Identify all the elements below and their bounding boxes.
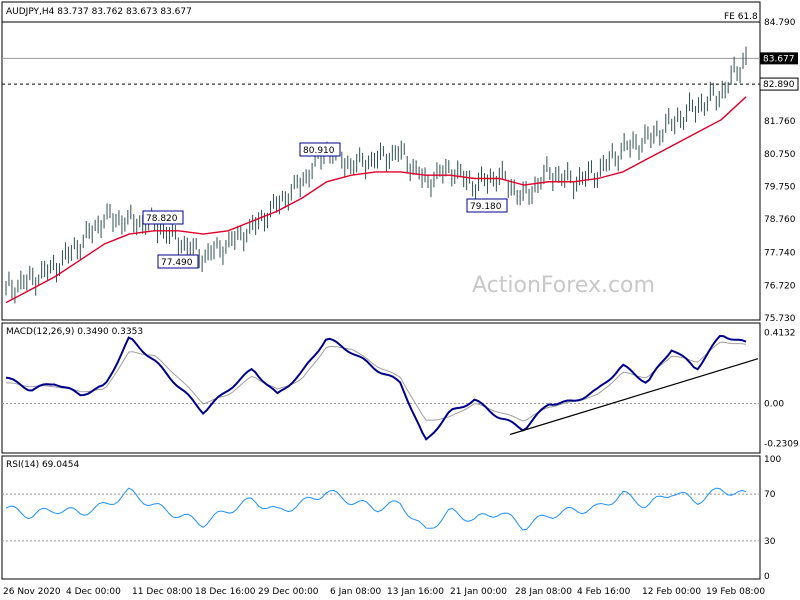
time-tick: 6 Jan 08:00 <box>330 587 382 597</box>
annotation-78820: 78.820 <box>142 210 184 225</box>
time-tick: 21 Jan 00:00 <box>450 587 507 597</box>
svg-text:78.820: 78.820 <box>146 214 178 224</box>
price-bars <box>5 46 747 304</box>
time-tick: 13 Jan 16:00 <box>387 587 444 597</box>
watermark: ActionForex.com <box>472 273 655 298</box>
time-tick: 11 Dec 08:00 <box>132 587 193 597</box>
svg-text:77.490: 77.490 <box>161 258 193 268</box>
price-tick: 81.760 <box>764 117 796 127</box>
time-axis: 26 Nov 2020 4 Dec 00:00 11 Dec 08:00 18 … <box>3 587 765 597</box>
macd-tick: 0.4132 <box>764 328 796 338</box>
moving-average-line <box>5 96 747 304</box>
price-axis: 84.790 83.677 82.890 81.760 80.750 79.75… <box>759 18 799 324</box>
time-tick: 28 Jan 08:00 <box>515 587 572 597</box>
fe-label: FE 61.8 <box>724 12 758 22</box>
macd-tick: 0.00 <box>764 400 784 410</box>
price-tick: 75.730 <box>764 314 796 324</box>
time-tick: 18 Dec 16:00 <box>195 587 256 597</box>
price-tick: 79.750 <box>764 183 796 193</box>
price-tick: 77.740 <box>764 248 796 258</box>
price-tick: 80.750 <box>764 150 796 160</box>
current-price-box <box>760 52 798 65</box>
macd-tick: -0.2309 <box>764 439 799 449</box>
current-price-label: 83.677 <box>763 54 795 64</box>
annotation-80910: 80.910 <box>299 142 341 157</box>
time-tick: 26 Nov 2020 <box>3 587 61 597</box>
price-tick: 78.760 <box>764 215 796 225</box>
svg-text:79.180: 79.180 <box>470 202 502 212</box>
price-tick: 84.790 <box>764 18 796 28</box>
annotation-79180: 79.180 <box>466 198 508 213</box>
time-tick: 29 Dec 00:00 <box>258 587 319 597</box>
dotted-level-label: 82.890 <box>763 80 795 90</box>
svg-text:80.910: 80.910 <box>303 146 335 156</box>
annotation-77490: 77.490 <box>157 254 199 269</box>
macd-signal-line <box>5 341 747 422</box>
price-tick: 76.720 <box>764 282 796 292</box>
time-tick: 4 Dec 00:00 <box>66 587 121 597</box>
macd-panel <box>1 322 761 454</box>
macd-trendline <box>509 358 759 436</box>
rsi-label: RSI(14) 69.0454 <box>6 460 79 470</box>
time-tick: 12 Feb 00:00 <box>642 587 701 597</box>
rsi-line <box>5 487 747 531</box>
price-panel <box>1 1 761 321</box>
macd-label: MACD(12,26,9) 0.3490 0.3353 <box>6 327 143 337</box>
macd-main-line <box>5 334 747 441</box>
rsi-tick: 30 <box>764 537 776 547</box>
time-tick: 4 Feb 16:00 <box>577 587 631 597</box>
time-tick: 19 Feb 08:00 <box>706 587 765 597</box>
rsi-tick: 70 <box>764 490 776 500</box>
rsi-panel <box>1 455 761 580</box>
rsi-tick: 100 <box>764 455 781 465</box>
rsi-tick: 0 <box>764 572 770 582</box>
dotted-level-box <box>759 77 799 91</box>
symbol-line: AUDJPY,H4 83.737 83.762 83.673 83.677 <box>6 7 192 17</box>
